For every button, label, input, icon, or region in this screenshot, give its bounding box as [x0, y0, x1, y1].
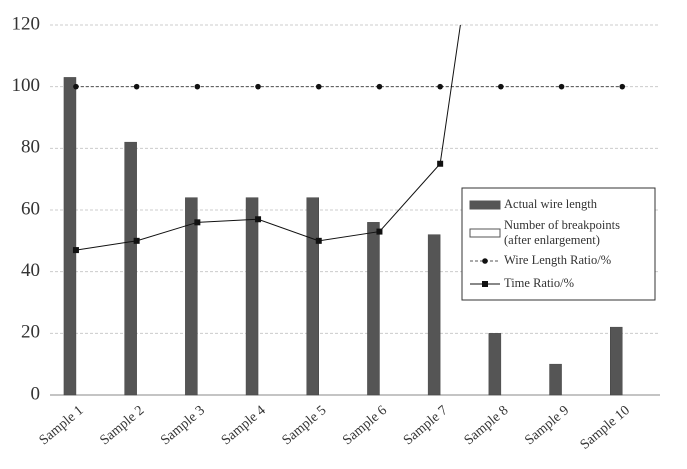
x-tick-label: Sample 9	[522, 403, 572, 448]
point	[73, 83, 79, 90]
x-tick-label: Sample 8	[462, 403, 512, 448]
legend-line: Number of breakpoints	[504, 218, 620, 232]
line	[75, 25, 461, 251]
point	[619, 83, 626, 90]
point	[133, 83, 140, 90]
point	[315, 83, 322, 90]
y-tick-label: 0	[31, 383, 41, 404]
legend-label: Wire Length Ratio/%	[504, 253, 611, 267]
legend-swatch	[469, 200, 501, 210]
point	[255, 216, 262, 223]
point	[437, 160, 444, 167]
point	[194, 83, 201, 90]
legend-label: Actual wire length	[504, 197, 598, 211]
bar	[63, 77, 77, 396]
bar	[124, 141, 137, 396]
bar	[488, 333, 502, 396]
y-tick-label: 120	[12, 13, 41, 34]
legend-label: Number of breakpoints (after enlargement)	[504, 218, 620, 247]
x-tick-label: Sample 10	[578, 403, 633, 453]
x-tick-label: Sample 4	[219, 403, 269, 448]
legend-line: (after enlargement)	[504, 233, 600, 247]
bar	[185, 197, 198, 396]
legend-label: Time Ratio/%	[504, 276, 574, 290]
x-tick-label: Sample 5	[280, 403, 330, 448]
point	[315, 237, 322, 244]
point	[194, 219, 201, 226]
point	[437, 83, 443, 90]
point	[72, 247, 79, 254]
point	[558, 83, 565, 90]
legend-swatch	[469, 228, 501, 238]
bar	[549, 363, 562, 396]
y-tick-label: 60	[21, 198, 40, 219]
bar	[610, 326, 623, 396]
y-tick-label: 100	[12, 75, 41, 96]
bar	[427, 234, 441, 396]
point	[376, 83, 383, 90]
point	[255, 83, 261, 90]
legend-marker	[482, 281, 488, 287]
y-tick-label: 80	[21, 137, 40, 158]
point	[498, 83, 504, 90]
y-tick-label: 20	[21, 322, 40, 343]
x-tick-label: Sample 1	[37, 403, 87, 448]
point	[376, 228, 383, 235]
x-tick-label: Sample 3	[158, 403, 208, 448]
y-tick-label: 40	[21, 260, 40, 281]
x-tick-label: Sample 7	[401, 403, 451, 448]
bar	[367, 222, 380, 396]
legend-marker	[482, 258, 488, 264]
bar	[306, 197, 319, 396]
plot-area	[63, 25, 626, 396]
x-tick-label: Sample 2	[97, 403, 147, 448]
x-tick-label: Sample 6	[340, 403, 390, 448]
bar	[245, 197, 259, 396]
point	[133, 237, 140, 244]
